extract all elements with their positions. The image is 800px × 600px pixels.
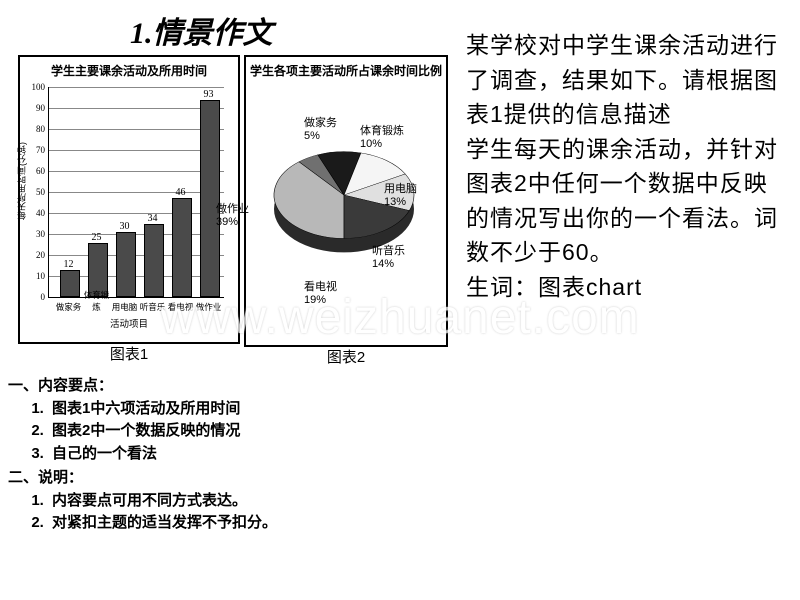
bar-chart-caption: 图表1 [20,343,238,364]
list-item: 自己的一个看法 [48,443,448,466]
notes-section: 一、内容要点： 图表1中六项活动及所用时间图表2中一个数据反映的情况自己的一个看… [8,375,448,537]
pie-label: 听音乐 14% [372,245,405,270]
list-item: 图表1中六项活动及所用时间 [48,398,448,421]
pie-chart-box: 学生各项主要活动所占课余时间比例 做作业 39%做家务 5%体育锻炼 10%用电… [244,55,448,347]
section2-heading: 二、说明： [8,467,448,490]
prompt-text: 某学校对中学生课余活动进行了调查，结果如下。请根据图表1提供的信息描述学生每天的… [466,28,786,304]
section2-list: 内容要点可用不同方式表达。对紧扣主题的适当发挥不予扣分。 [8,490,448,535]
section1-list: 图表1中六项活动及所用时间图表2中一个数据反映的情况自己的一个看法 [8,398,448,466]
bar-chart-box: 学生主要课余活动及所用时间 每天所用时间(分钟) 010203040506070… [18,55,240,344]
pie-label: 体育锻炼 10% [360,125,404,150]
section1-heading: 一、内容要点： [8,375,448,398]
page-title: 1.情景作文 [130,8,273,52]
pie-label: 看电视 19% [304,281,337,306]
bar [144,224,164,297]
bar-chart-xlabel: 活动项目 [20,316,238,330]
bar-chart-area: 010203040506070809010012做家务25体育锻炼30用电脑34… [48,87,224,298]
bar [116,232,136,297]
bar [200,100,220,297]
list-item: 对紧扣主题的适当发挥不予扣分。 [48,512,448,535]
pie-chart-caption: 图表2 [246,346,446,367]
pie-label: 做作业 39% [216,203,249,228]
bar [60,270,80,297]
bar-chart-title: 学生主要课余活动及所用时间 [20,57,238,81]
list-item: 图表2中一个数据反映的情况 [48,420,448,443]
pie-chart-title: 学生各项主要活动所占课余时间比例 [246,57,446,81]
list-item: 内容要点可用不同方式表达。 [48,490,448,513]
figures-row: 学生主要课余活动及所用时间 每天所用时间(分钟) 010203040506070… [18,55,448,347]
pie-label: 做家务 5% [304,117,337,142]
pie-chart-area: 做作业 39%做家务 5%体育锻炼 10%用电脑 13%听音乐 14%看电视 1… [264,113,424,273]
bar [172,198,192,297]
pie-label: 用电脑 13% [384,183,417,208]
